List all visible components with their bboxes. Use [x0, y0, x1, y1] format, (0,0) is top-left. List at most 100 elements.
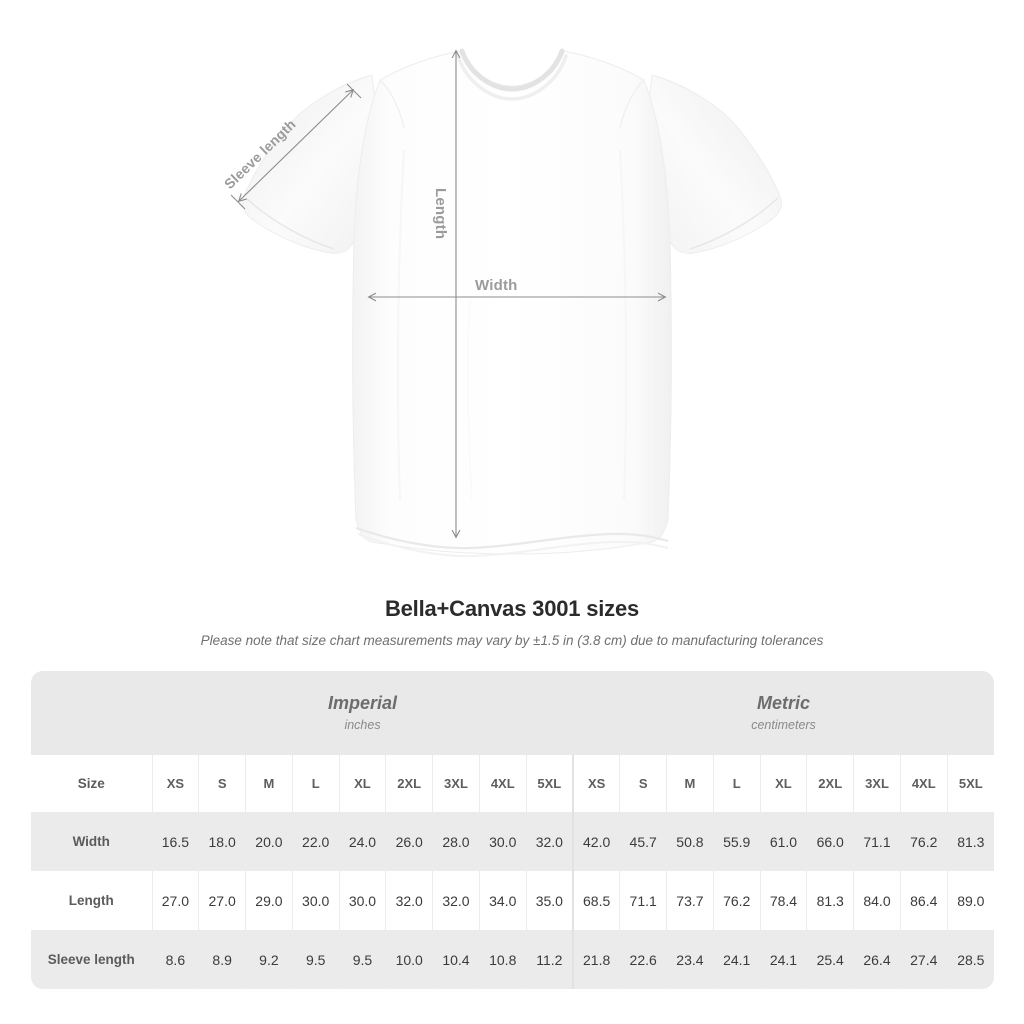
cell-value: 86.4 — [899, 871, 948, 930]
unit-row-spacer — [31, 671, 152, 755]
cell-value: 21.8 — [572, 930, 620, 989]
cell-value: 73.7 — [666, 871, 714, 930]
cell-value: 30.0 — [478, 812, 527, 871]
size-header-metric-3xl: 3XL — [853, 755, 901, 812]
table-row: Width 16.5 18.0 20.0 22.0 24.0 26.0 28.0 30.0 32.… — [31, 812, 994, 871]
unit-system-name: Metric — [757, 692, 811, 713]
right-sleeve — [643, 74, 782, 254]
size-header-imperial-s: S — [198, 755, 246, 812]
cell-value: 35.0 — [525, 871, 574, 930]
cell-value: 28.5 — [946, 930, 994, 989]
cell-value: 28.0 — [432, 812, 480, 871]
table-row: Sleeve length 8.6 8.9 9.2 9.5 9.5 10.0 10.4 10.8… — [31, 930, 994, 989]
tshirt-svg — [230, 48, 782, 558]
unit-system-metric: Metric centimeters — [573, 671, 994, 755]
length-dimension-label: Length — [432, 188, 449, 240]
cell-value: 24.1 — [712, 930, 761, 989]
cell-value: 10.0 — [385, 930, 433, 989]
size-header-metric-4xl: 4XL — [899, 755, 948, 812]
size-header-metric-m: M — [666, 755, 714, 812]
size-label-header: Size — [31, 755, 152, 812]
size-header-imperial-xs: XS — [151, 755, 199, 812]
size-header-metric-xl: XL — [759, 755, 807, 812]
cell-value: 61.0 — [759, 812, 807, 871]
unit-system-unit: centimeters — [751, 718, 816, 733]
cell-value: 34.0 — [478, 871, 527, 930]
cell-value: 9.5 — [291, 930, 340, 989]
size-header-metric-s: S — [619, 755, 667, 812]
size-header-metric-l: L — [712, 755, 761, 812]
cell-value: 78.4 — [759, 871, 807, 930]
size-table-container: Imperial inches Metric centimeters Size XS S M… — [31, 671, 994, 989]
cell-value: 32.0 — [432, 871, 480, 930]
cell-value: 8.9 — [198, 930, 246, 989]
cell-value: 76.2 — [899, 812, 948, 871]
size-header-metric-5xl: 5XL — [946, 755, 994, 812]
width-dimension-label: Width — [475, 277, 518, 294]
cell-value: 81.3 — [946, 812, 994, 871]
cell-value: 81.3 — [806, 871, 854, 930]
sleeve-tick-top — [346, 83, 362, 99]
cell-value: 20.0 — [245, 812, 293, 871]
tshirt-illustration: Width Length Sleeve length — [221, 48, 782, 558]
size-header-row: Size XS S M L XL 2XL 3XL 4XL 5XL XS S M L XL 2XL 3XL 4XL 5… — [31, 755, 994, 812]
size-header-imperial-xl: XL — [338, 755, 386, 812]
cell-value: 71.1 — [853, 812, 901, 871]
table-row: Length 27.0 27.0 29.0 30.0 30.0 32.0 32.0 34.0 35… — [31, 871, 994, 930]
cell-value: 9.2 — [245, 930, 293, 989]
row-label-width: Width — [31, 812, 152, 871]
cell-value: 23.4 — [666, 930, 714, 989]
unit-system-name: Imperial — [327, 692, 398, 713]
tolerance-note: Please note that size chart measurements… — [200, 633, 824, 648]
cell-value: 24.0 — [338, 812, 386, 871]
size-header-metric-xs: XS — [572, 755, 620, 812]
cell-value: 89.0 — [946, 871, 994, 930]
size-header-imperial-3xl: 3XL — [432, 755, 480, 812]
size-header-imperial-m: M — [245, 755, 293, 812]
size-header-imperial-l: L — [291, 755, 340, 812]
size-header-imperial-2xl: 2XL — [385, 755, 433, 812]
shirt-body — [352, 48, 672, 558]
unit-system-row: Imperial inches Metric centimeters — [31, 671, 994, 755]
cell-value: 30.0 — [338, 871, 386, 930]
cell-value: 84.0 — [853, 871, 901, 930]
cell-value: 71.1 — [619, 871, 667, 930]
cell-value: 30.0 — [291, 871, 340, 930]
cell-value: 22.0 — [291, 812, 340, 871]
cell-value: 27.4 — [899, 930, 948, 989]
cell-value: 27.0 — [198, 871, 246, 930]
cell-value: 76.2 — [712, 871, 761, 930]
page-title: Bella+Canvas 3001 sizes — [384, 596, 640, 621]
chart-heading: Bella+Canvas 3001 sizes Please note that… — [0, 596, 1024, 648]
cell-value: 50.8 — [666, 812, 714, 871]
size-header-metric-2xl: 2XL — [806, 755, 854, 812]
unit-system-imperial: Imperial inches — [152, 671, 574, 755]
size-header-imperial-4xl: 4XL — [478, 755, 527, 812]
cell-value: 32.0 — [385, 871, 433, 930]
cell-value: 25.4 — [806, 930, 854, 989]
cell-value: 42.0 — [572, 812, 620, 871]
size-header-imperial-5xl: 5XL — [525, 755, 574, 812]
sleeve-arrow — [239, 90, 353, 201]
cell-value: 8.6 — [151, 930, 199, 989]
cell-value: 10.4 — [432, 930, 480, 989]
cell-value: 27.0 — [151, 871, 199, 930]
row-label-sleeve-length: Sleeve length — [31, 930, 152, 989]
cell-value: 22.6 — [619, 930, 667, 989]
sleeve-tick-bottom — [230, 194, 246, 210]
cell-value: 16.5 — [151, 812, 199, 871]
cell-value: 45.7 — [619, 812, 667, 871]
size-table: Imperial inches Metric centimeters Size XS S M… — [31, 671, 994, 989]
cell-value: 29.0 — [245, 871, 293, 930]
cell-value: 66.0 — [806, 812, 854, 871]
cell-value: 26.0 — [385, 812, 433, 871]
row-label-length: Length — [31, 871, 152, 930]
cell-value: 11.2 — [525, 930, 574, 989]
cell-value: 10.8 — [478, 930, 527, 989]
cell-value: 24.1 — [759, 930, 807, 989]
cell-value: 32.0 — [525, 812, 574, 871]
cell-value: 68.5 — [572, 871, 620, 930]
cell-value: 18.0 — [198, 812, 246, 871]
cell-value: 26.4 — [853, 930, 901, 989]
